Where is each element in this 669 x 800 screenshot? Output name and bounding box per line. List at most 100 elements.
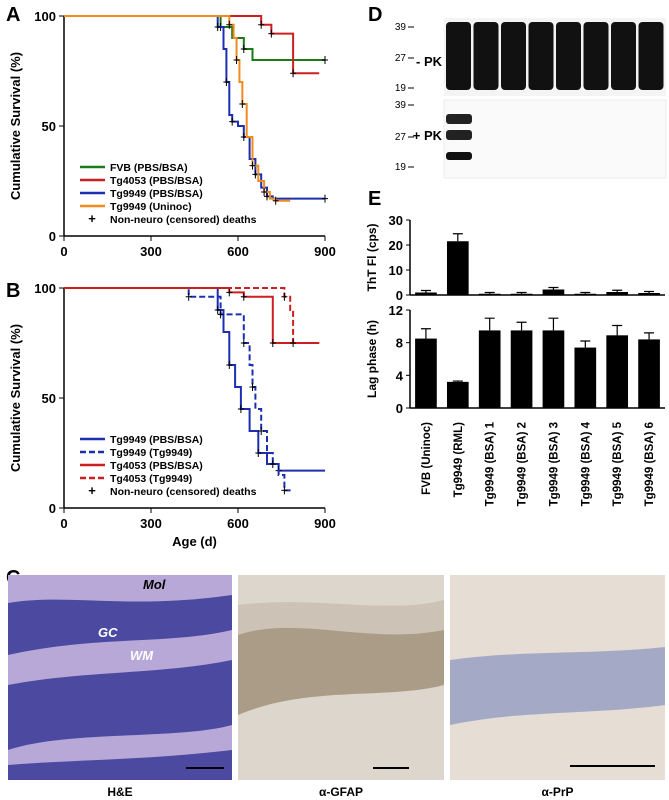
- blot-marker-19-bottom: 19: [395, 162, 407, 173]
- legend-entry-4: Non-neuro (censored) deaths: [110, 214, 257, 226]
- censor-mark: [255, 449, 262, 457]
- x-tick-label: 300: [140, 244, 162, 259]
- error-bar-0-5: [580, 291, 591, 294]
- censor-mark: [281, 486, 288, 495]
- series-line-1: [64, 15, 320, 75]
- censor-mark: [281, 292, 288, 301]
- he-gc-lower: [8, 660, 232, 750]
- bar-0-7: [638, 293, 660, 295]
- bar-0-5: [574, 293, 597, 295]
- blot-top-lane-1: [446, 22, 471, 90]
- blot-bottom-band-2: [446, 130, 472, 140]
- survival-chart-a: 0 50 100 0 300 600 900 Cumulative Survival (%) F…: [8, 9, 336, 259]
- legend-entry-1: Tg9949 (Tg9949): [110, 447, 192, 459]
- gfap-stain-image: [238, 575, 444, 780]
- censor-mark: [258, 20, 265, 29]
- legend-entry-2: Tg9949 (PBS/BSA): [110, 188, 203, 200]
- censor-mark: [237, 405, 244, 413]
- y-tick-label: 100: [34, 9, 56, 24]
- bar-1-6: [606, 335, 629, 408]
- bar-1-1: [446, 381, 469, 408]
- censor-mark: [240, 339, 247, 347]
- blot-bottom-band-3: [446, 152, 472, 160]
- legend-entry-2: Tg4053 (PBS/BSA): [110, 460, 203, 472]
- bar-y-tick-label: 0: [396, 288, 403, 303]
- gfap-band: [238, 627, 444, 715]
- bar-1-7: [638, 339, 660, 408]
- category-label-5: Tg9949 (BSA) 4: [580, 421, 592, 506]
- caption-prp: α-PrP: [541, 785, 574, 799]
- censor-mark: [185, 292, 192, 301]
- x-tick-label: 600: [227, 244, 249, 259]
- blot-marker-19-top: 19: [395, 83, 407, 94]
- censor-mark: [240, 45, 247, 53]
- western-blot: 39 27 19 - PK 39 27 19 + PK: [395, 18, 667, 179]
- blot-marker-27-bottom: 27: [395, 132, 407, 143]
- censor-mark: [240, 292, 247, 301]
- legend-entry-3: Tg9949 (Uninoc): [110, 201, 192, 213]
- error-bar-1-4: [548, 317, 559, 331]
- legend-censor-symbol: +: [88, 483, 96, 498]
- bar-y-axis-label-1: Lag phase (h): [365, 320, 379, 398]
- bar-y-axis-label-0: ThT Fl (cps): [365, 224, 379, 292]
- blot-marker-27-top: 27: [395, 53, 407, 64]
- error-bar-1-6: [612, 324, 623, 336]
- censor-mark: [226, 361, 233, 369]
- bar-1-5: [574, 347, 597, 408]
- censor-mark: [249, 383, 256, 391]
- y-tick-label: 50: [42, 391, 56, 406]
- x-axis-label: Age (d): [172, 534, 217, 549]
- censor-mark: [261, 188, 268, 196]
- censor-mark: [214, 306, 221, 314]
- bar-0-2: [478, 293, 501, 295]
- legend-censor-symbol: +: [88, 211, 96, 226]
- error-bar-0-2: [484, 291, 495, 294]
- error-bar-1-2: [484, 317, 495, 331]
- censor-mark: [226, 20, 233, 29]
- censor-mark: [258, 427, 265, 435]
- blot-top-lane-3: [501, 22, 526, 90]
- bar-1-4: [542, 330, 565, 408]
- gfap-band-lower: [238, 600, 444, 635]
- label-wm: WM: [130, 648, 154, 663]
- bar-y-tick-label: 0: [396, 401, 403, 416]
- blot-bottom-membrane: [443, 99, 667, 179]
- censor-mark: [272, 196, 279, 205]
- censor-mark: [269, 339, 276, 347]
- series-line-2: [64, 15, 325, 200]
- censor-mark: [226, 288, 233, 297]
- y-tick-label: 50: [42, 119, 56, 134]
- blot-top-lane-8: [638, 22, 664, 90]
- censor-mark: [214, 23, 221, 31]
- he-gc-band: [8, 595, 232, 655]
- error-bar-0-7: [644, 290, 655, 293]
- panel-letter-e: E: [368, 188, 382, 210]
- scale-bar-gfap: [373, 767, 409, 769]
- x-tick-label: 0: [60, 244, 67, 259]
- y-tick-label: 100: [34, 281, 56, 296]
- censor-mark: [217, 310, 224, 319]
- legend-entry-4: Non-neuro (censored) deaths: [110, 486, 257, 498]
- censor-mark: [322, 194, 328, 203]
- category-label-6: Tg9949 (BSA) 5: [612, 421, 624, 506]
- blot-label-minus-pk: - PK: [416, 54, 443, 69]
- scale-bar-prp: [570, 765, 655, 767]
- panel-letter-b: B: [6, 280, 21, 302]
- error-bar-0-6: [612, 289, 623, 292]
- error-bar-1-1: [452, 380, 463, 382]
- bar-y-tick-label: 10: [389, 263, 403, 278]
- bar-1-0: [415, 338, 437, 408]
- censor-mark: [239, 100, 246, 108]
- x-tick-label: 0: [60, 516, 67, 531]
- label-mol: Mol: [143, 577, 166, 592]
- error-bar-1-0: [420, 328, 431, 339]
- panel-letter-d: D: [368, 4, 383, 26]
- histology-panel: Mol GC WM H&E α-GFAP α-PrP: [0, 565, 669, 800]
- x-tick-label: 600: [227, 516, 249, 531]
- legend-entry-1: Tg4053 (PBS/BSA): [110, 175, 203, 187]
- censor-mark: [290, 339, 297, 347]
- survival-chart-b: 0 50 100 0 300 600 900 Cumulative Survival (%) A…: [8, 281, 336, 549]
- blot-bottom-band-1: [446, 114, 472, 124]
- y-tick-label: 0: [49, 229, 56, 244]
- he-gc-bottom: [8, 750, 232, 780]
